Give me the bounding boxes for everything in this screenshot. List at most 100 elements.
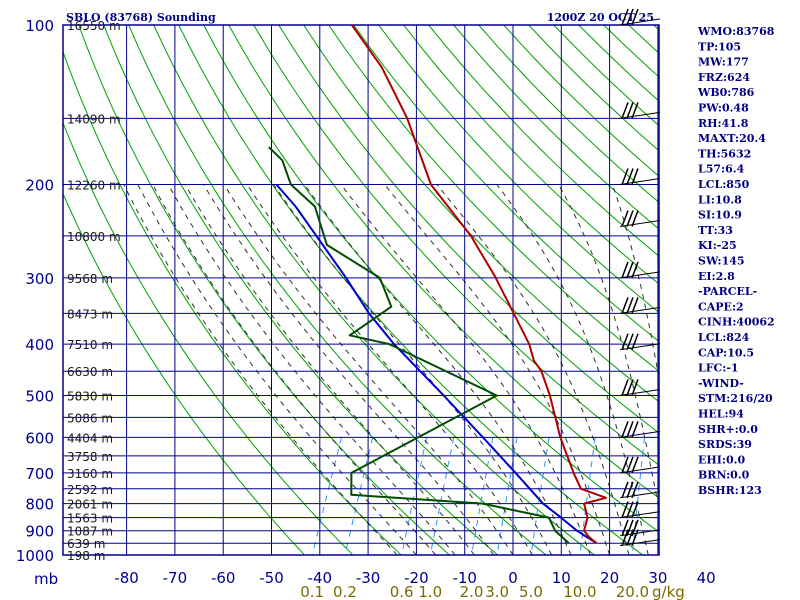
mixing-ratio-line — [471, 437, 494, 555]
temperature-tick-label: 10 — [552, 569, 571, 587]
mixing-ratio-line — [530, 437, 550, 555]
dry-adiabat — [278, 25, 659, 434]
dry-adiabat — [253, 25, 659, 466]
index-entry: KI:-25 — [698, 239, 737, 252]
mixing-ratio-tick-label: 0.6 — [390, 583, 414, 600]
wind-barb — [619, 102, 661, 119]
height-label: 2061 m — [67, 498, 113, 512]
mixing-ratio-tick-label: 3.0 — [485, 583, 509, 600]
mixing-ratio-line — [311, 437, 342, 555]
chart-time: 1200Z 20 OCT 25 — [547, 11, 654, 24]
pressure-tick-label: 600 — [25, 429, 54, 447]
wind-barb — [619, 529, 661, 547]
wind-barb — [619, 8, 661, 26]
height-label: 5086 m — [67, 411, 113, 425]
temperature-tick-label: -20 — [404, 569, 429, 587]
wind-barb — [619, 261, 661, 279]
index-entry: SRDS:39 — [698, 438, 752, 451]
dry-adiabat — [178, 25, 644, 555]
index-entry: SW:145 — [698, 255, 745, 268]
dry-adiabat — [378, 25, 659, 314]
mixing-ratio-tick-label: 0.2 — [333, 583, 357, 600]
mixing-ratio-line — [631, 437, 646, 555]
dry-adiabat — [203, 25, 659, 533]
pressure-tick-label: 700 — [25, 465, 54, 483]
wind-barb — [619, 481, 661, 499]
chart-title: SBLO (83768) Sounding — [66, 11, 216, 24]
pressure-unit-label: mb — [34, 570, 58, 588]
height-label: 7510 m — [67, 338, 113, 352]
pressure-tick-label: 400 — [25, 336, 54, 354]
wind-barbs — [619, 8, 661, 547]
pressure-tick-label: 200 — [25, 177, 54, 195]
height-label: 3758 m — [67, 450, 113, 464]
index-entry: TP:105 — [698, 40, 741, 53]
height-label: 9568 m — [67, 272, 113, 286]
mixing-ratio-tick-label: 20.0 — [616, 583, 649, 600]
moist-adiabat — [384, 184, 611, 555]
dry-adiabat — [103, 25, 499, 555]
wind-barb — [619, 333, 661, 351]
pressure-tick-label: 300 — [25, 270, 54, 288]
height-label: 3160 m — [67, 467, 113, 481]
temperature-tick-label: -30 — [356, 569, 381, 587]
index-entry: SHR+:0.0 — [698, 423, 758, 436]
index-entry: PW:0.48 — [698, 102, 749, 115]
moist-adiabat — [203, 184, 495, 555]
dry-adiabat — [428, 25, 659, 257]
temperature-tick-label: 30 — [648, 569, 667, 587]
indices-panel: WMO:83768 TP:105 MW:177 FRZ:624 WB0:786 PW:0.… — [697, 25, 775, 497]
mixing-ratio-line — [344, 437, 374, 555]
moist-adiabat — [611, 184, 659, 382]
mixing-ratio-tick-label: 1.0 — [418, 583, 442, 600]
mixing-ratio-unit-label: g/kg — [652, 583, 685, 600]
pressure-tick-label: 500 — [25, 387, 54, 405]
index-entry: LCL:824 — [698, 331, 750, 344]
moist-adiabat — [167, 184, 456, 555]
pressure-tick-label: 800 — [25, 496, 54, 514]
index-entry: FRZ:624 — [698, 71, 750, 84]
mixing-ratio-line — [429, 437, 455, 555]
dry-adiabat — [578, 25, 659, 102]
height-label: 10800 m — [67, 230, 121, 244]
height-label: 14090 m — [67, 112, 121, 126]
moist-adiabat — [152, 184, 437, 555]
pressure-tick-label: 1000 — [16, 547, 54, 565]
temperature-tick-label: -10 — [452, 569, 477, 587]
parcel-trace — [275, 183, 598, 545]
temperature-tick-label: -50 — [259, 569, 284, 587]
index-entry: SI:10.9 — [698, 209, 742, 222]
moist-adiabat — [496, 184, 649, 555]
index-entry: HEL:94 — [698, 408, 744, 421]
index-entry: MAXT:20.4 — [698, 132, 766, 145]
height-label: 6630 m — [67, 365, 113, 379]
mixing-ratio-tick-label: 0.1 — [300, 583, 324, 600]
height-label: 12260 m — [67, 179, 121, 193]
mixing-ratio-line — [579, 437, 596, 555]
temperature-tick-label: -70 — [163, 569, 188, 587]
moist-adiabat — [137, 184, 417, 555]
index-entry: -WIND- — [698, 377, 744, 390]
wind-barb — [619, 501, 661, 519]
mixing-ratio-tick-label: 2.0 — [460, 583, 484, 600]
index-entry: STM:216/20 — [698, 392, 773, 405]
temperature-tick-label: -80 — [114, 569, 139, 587]
moist-adiabat — [184, 184, 475, 555]
dry-adiabat — [303, 25, 659, 403]
height-label: 4404 m — [67, 431, 113, 445]
index-entry: CINH:40062 — [698, 316, 775, 329]
temperature-tick-label: -40 — [308, 569, 333, 587]
index-entry: LI:10.8 — [698, 193, 742, 206]
index-entry: TH:5632 — [698, 147, 751, 160]
dry-adiabat — [353, 25, 659, 343]
temperature-tick-label: 40 — [697, 569, 716, 587]
wind-barb — [619, 210, 661, 228]
index-entry: WB0:786 — [697, 86, 755, 99]
index-entry: RH:41.8 — [698, 117, 749, 130]
dry-adiabat — [553, 25, 659, 127]
index-entry: TT:33 — [698, 224, 733, 237]
index-entry: L57:6.4 — [698, 163, 745, 176]
temperature-trace — [351, 25, 607, 544]
